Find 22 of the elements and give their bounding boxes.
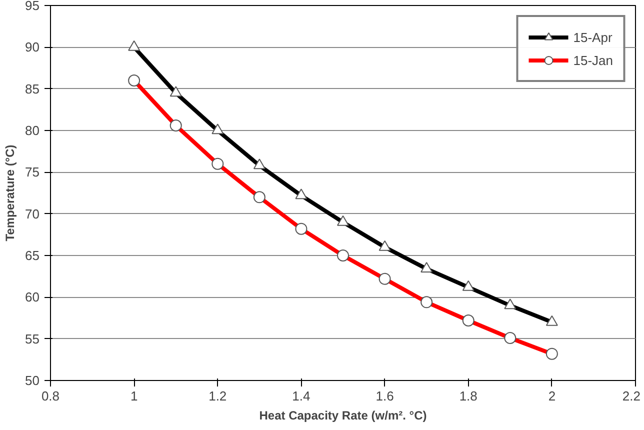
y-axis-title: Temperature (°C): [3, 144, 18, 242]
y-tick-label: 90: [25, 40, 40, 55]
y-tick-label: 60: [25, 290, 40, 305]
y-tick-label: 70: [25, 206, 40, 222]
y-tick-label: 65: [25, 248, 40, 263]
x-tick-label: 1.2: [208, 388, 227, 404]
y-tick-label: 85: [25, 81, 40, 96]
x-tick-label: 1.4: [292, 388, 310, 404]
y-tick-label: 50: [25, 373, 40, 388]
legend-label: 15-Apr: [573, 30, 612, 44]
x-tick-label: 1: [130, 388, 138, 404]
y-tick-label: 95: [25, 0, 40, 13]
legend-label: 15-Jan: [573, 52, 613, 68]
x-tick-label: 1.8: [459, 388, 478, 404]
y-tick-label: 80: [25, 123, 40, 138]
x-axis-title: Heat Capacity Rate (w/m². °C): [259, 408, 427, 422]
y-tick-label: 75: [25, 164, 40, 180]
x-tick-label: 2: [548, 388, 556, 404]
x-tick-label: 0.8: [41, 388, 60, 404]
y-tick-label: 55: [25, 331, 40, 346]
x-tick-label: 2.2: [622, 388, 641, 404]
x-tick-label: 1.6: [376, 388, 394, 404]
